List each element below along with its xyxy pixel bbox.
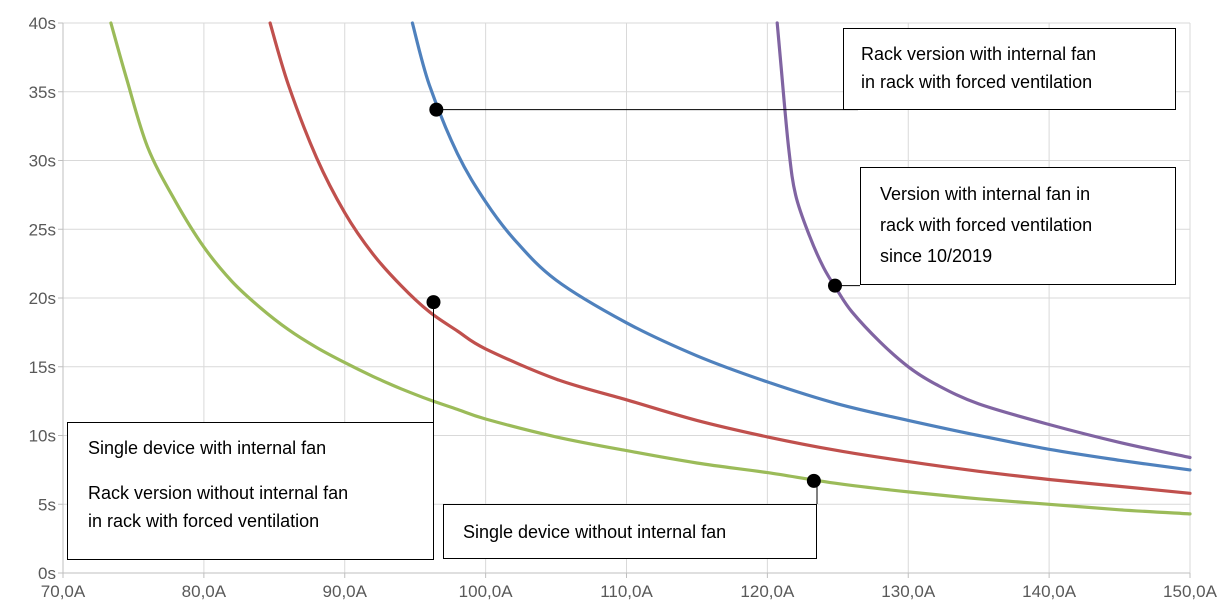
series-line-2	[268, 21, 1192, 495]
x-tick-label: 140,0A	[1022, 582, 1077, 601]
callout-single-device-without-internal-fan: Single device without internal fan	[443, 504, 817, 559]
y-tick-label: 30s	[29, 152, 56, 171]
y-tick-label: 5s	[38, 495, 56, 514]
series-line-1	[109, 21, 1192, 516]
y-tick-label: 40s	[29, 14, 56, 33]
callout-version-since-2019: Version with internal fan in rack with f…	[860, 167, 1176, 285]
x-tick-label: 110,0A	[600, 582, 653, 601]
callout-single-device-with-internal-fan: Single device with internal fan Rack ver…	[67, 422, 434, 560]
x-tick-label: 150,0A	[1163, 582, 1218, 601]
annotation-markers	[426, 102, 842, 488]
callout-line: Rack version with internal fan	[861, 44, 1097, 64]
callout-line: since 10/2019	[880, 246, 993, 266]
callout-line: in rack with forced ventilation	[88, 511, 320, 531]
callout-line: Rack version without internal fan	[88, 483, 349, 503]
series-line-3	[410, 21, 1192, 472]
y-tick-label: 15s	[29, 358, 56, 377]
x-tick-label: 80,0A	[182, 582, 227, 601]
x-tick-label: 130,0A	[881, 582, 936, 601]
annotation-marker-dot	[429, 102, 444, 117]
y-tick-label: 10s	[29, 427, 56, 446]
x-tick-label: 70,0A	[41, 582, 86, 601]
x-tick-label: 100,0A	[459, 582, 514, 601]
callout-line: rack with forced ventilation	[880, 215, 1093, 235]
series-layer	[109, 21, 1192, 516]
x-tick-label: 120,0A	[740, 582, 795, 601]
y-tick-label: 25s	[29, 220, 56, 239]
callout-line: Single device without internal fan	[463, 522, 727, 542]
callout-rack-version-with-internal-fan: Rack version with internal fan in rack w…	[843, 28, 1176, 110]
annotation-marker-dot	[806, 473, 821, 488]
callout-line: Version with internal fan in	[880, 184, 1091, 204]
annotation-marker-dot	[426, 295, 441, 310]
y-tick-label: 20s	[29, 289, 56, 308]
y-tick-label: 0s	[38, 564, 56, 583]
axes: 70,0A 80,0A 90,0A 100,0A 110,0A 120,0A 130,0A 1…	[29, 14, 1218, 601]
annotation-connectors	[433, 109, 860, 504]
annotation-marker-dot	[827, 278, 842, 293]
y-tick-label: 35s	[29, 83, 56, 102]
callout-line: Single device with internal fan	[88, 438, 327, 458]
callout-line: in rack with forced ventilation	[861, 72, 1093, 92]
x-tick-label: 90,0A	[323, 582, 368, 601]
series-line-4	[775, 21, 1192, 460]
